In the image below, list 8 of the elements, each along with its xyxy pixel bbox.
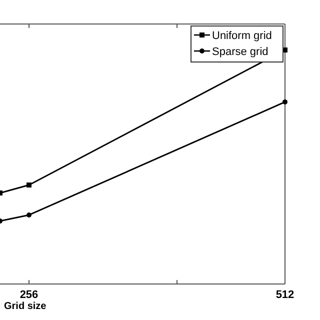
point — [26, 212, 32, 218]
x-tick-label: 512 — [276, 289, 294, 301]
legend-label: Sparse grid — [212, 46, 268, 58]
legend-label: Uniform grid — [212, 30, 272, 42]
x-tick-label: 256 — [20, 289, 38, 301]
point — [26, 182, 32, 188]
point — [282, 99, 288, 104]
x-axis-title: Grid size — [4, 301, 47, 312]
